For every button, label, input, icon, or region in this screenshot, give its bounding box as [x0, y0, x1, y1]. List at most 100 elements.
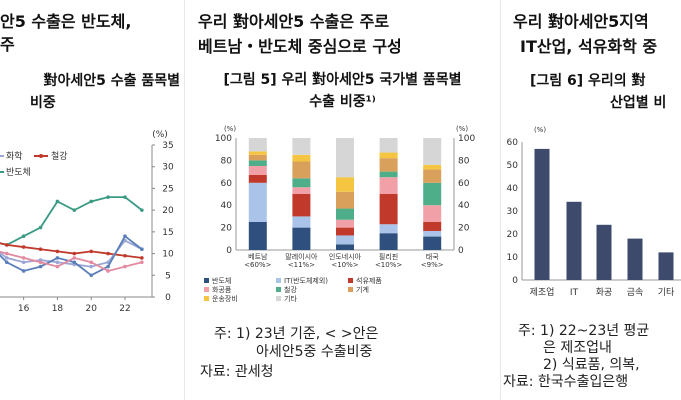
series-point-4	[4, 251, 9, 256]
series-point-3	[89, 273, 93, 278]
y-tick-label: 50	[507, 161, 519, 171]
legend-swatch-1	[276, 278, 281, 283]
series-point-3	[106, 264, 110, 269]
bar-segment-3	[423, 205, 442, 222]
bar-segment-3	[248, 166, 267, 175]
bar-segment-2	[379, 194, 398, 225]
series-point-1	[123, 253, 127, 258]
bar-segment-7	[379, 138, 398, 153]
y-tick-label: 10	[162, 250, 174, 260]
y-tick-label: 10	[507, 253, 519, 263]
bar-segment-3	[379, 177, 398, 194]
category-label: 태국	[426, 253, 439, 261]
panel3-figure-title-line2: 산업별 비	[610, 95, 667, 111]
bar-0	[534, 148, 550, 280]
bar-segment-0	[379, 233, 398, 250]
y-tick-label: 0	[165, 293, 171, 303]
legend-swatch-6	[204, 296, 209, 301]
y-tick-label-left: 0	[226, 246, 232, 256]
series-point-4	[72, 256, 77, 260]
series-point-1	[38, 247, 43, 252]
series-point-2	[21, 260, 26, 265]
series-line-4	[0, 250, 143, 272]
y-unit-label: (%)	[152, 130, 168, 140]
legend-label-steel: 철강	[51, 151, 68, 162]
bar-segment-7	[336, 138, 354, 178]
bar-segment-1	[248, 182, 267, 222]
series-line-0	[0, 196, 143, 246]
x-tick-label: 22	[119, 304, 130, 314]
bar-segment-1	[379, 224, 398, 234]
y-tick-label: 30	[162, 163, 174, 173]
series-point-4	[21, 256, 26, 260]
series-point-0	[140, 208, 144, 212]
legend-swatch-3	[204, 287, 209, 292]
bar-segment-5	[292, 161, 311, 179]
legend-swatch-7	[276, 296, 281, 301]
series-line-3	[0, 234, 143, 277]
legend-label-4: 철강	[284, 285, 297, 294]
series-point-4	[38, 260, 43, 265]
bar-segment-4	[423, 182, 442, 206]
y-tick-label: 0	[512, 276, 518, 286]
bar-segment-6	[336, 177, 354, 192]
series-point-3	[38, 264, 43, 269]
legend-swatch-2	[348, 278, 353, 283]
y-unit-label: (%)	[534, 126, 546, 134]
y-unit-right: (%)	[456, 125, 468, 133]
category-label: 말레이시아	[285, 252, 318, 261]
legend-label-1: IT(반도체제외)	[284, 276, 328, 285]
bar-segment-7	[292, 138, 311, 155]
y-unit-left: (%)	[224, 125, 236, 133]
bar-segment-3	[292, 187, 311, 194]
y-tick-label: 25	[162, 184, 173, 194]
bar-segment-5	[336, 191, 354, 209]
y-tick-label-left: 80	[221, 156, 233, 166]
y-tick-label-right: 40	[458, 201, 470, 211]
bar-segment-0	[423, 236, 442, 250]
category-label: 화공	[596, 287, 613, 298]
series-line-1	[0, 242, 142, 259]
y-tick-label: 20	[162, 206, 174, 216]
y-tick-label-right: 0	[458, 246, 464, 256]
series-point-0	[123, 195, 127, 199]
series-point-1	[89, 249, 93, 254]
legend-label-chem: 화학	[6, 151, 23, 162]
bar-segment-0	[248, 222, 267, 250]
series-point-2	[55, 260, 60, 265]
y-tick-label-left: 40	[221, 201, 233, 211]
x-tick-label: 18	[52, 304, 64, 314]
category-share-label: <9%>	[421, 261, 444, 269]
category-label: 기타	[658, 287, 675, 298]
series-point-3	[140, 247, 144, 252]
bar-segment-7	[248, 138, 267, 152]
panel3-figure-title-line1: [그림 6] 우리의 對	[530, 73, 646, 89]
series-point-3	[55, 256, 60, 260]
category-label: 베트남	[248, 252, 268, 261]
bar-segment-2	[248, 174, 267, 183]
y-tick-label: 30	[507, 207, 519, 217]
panel2-note-1: 주: 1) 23년 기준, < >안은	[214, 326, 379, 342]
series-point-1	[140, 256, 144, 260]
series-point-0	[72, 208, 77, 212]
panel3-note-2: 은 제조업내	[543, 340, 612, 356]
legend-marker-steel	[39, 154, 43, 158]
bar-segment-6	[248, 151, 267, 155]
legend-label-0: 반도체	[212, 276, 231, 285]
panel3-note-1: 주: 1) 22~23년 평균	[518, 323, 650, 339]
category-label: 필리핀	[379, 252, 398, 261]
y-tick-label-right: 80	[458, 156, 470, 166]
category-label: 인도네시아	[329, 252, 362, 261]
panel2-figure-title-line2: 수출 비중¹⁾	[309, 94, 376, 110]
series-point-0	[38, 225, 43, 230]
category-share-label: <11%>	[288, 261, 315, 269]
bar-1	[566, 201, 582, 280]
y-tick-label: 60	[507, 138, 519, 148]
bar-segment-1	[336, 235, 354, 245]
x-tick-label: 20	[85, 304, 97, 314]
category-share-label: <10%>	[375, 261, 402, 269]
bar-segment-2	[336, 227, 354, 236]
panel3-title-line1: 우리 對아세안5지역	[513, 12, 649, 31]
bar-segment-4	[336, 208, 354, 220]
